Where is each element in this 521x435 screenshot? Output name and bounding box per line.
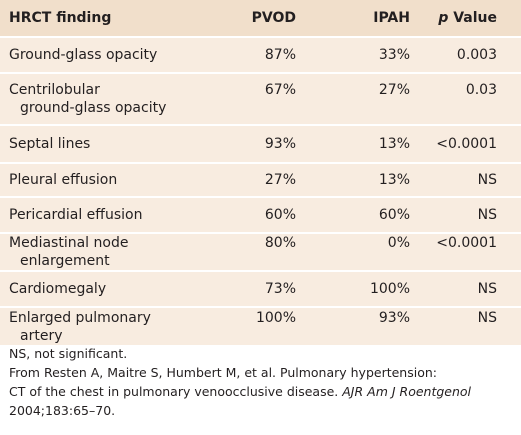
finding-line: ground-glass opacity <box>20 100 167 116</box>
finding-line: Enlarged pulmonary <box>9 310 151 326</box>
table-row: Cardiomegaly 73% 100% NS <box>0 270 521 306</box>
value-cell: NS <box>477 172 497 188</box>
value-cell: 0.003 <box>456 47 497 63</box>
footnote: NS, not significant. From Resten A, Mait… <box>9 344 471 420</box>
value-cell: 93% <box>378 310 410 326</box>
table-row: Mediastinal node enlargement 80% 0% <0.0001 <box>0 232 521 270</box>
value-cell: 67% <box>264 82 296 98</box>
value-cell: NS <box>477 310 497 326</box>
header-cell: IPAH <box>373 10 410 26</box>
finding-cell: Pleural effusion <box>9 171 117 189</box>
header-cell: HRCT finding <box>9 10 112 26</box>
value-cell: 60% <box>264 207 296 223</box>
table-row: Ground-glass opacity 87% 33% 0.003 <box>0 36 521 72</box>
value-cell: 60% <box>378 207 410 223</box>
footnote-source: 2004;183:65–70. <box>9 403 116 418</box>
value-cell: 27% <box>378 82 410 98</box>
finding-cell: Septal lines <box>9 135 90 153</box>
table-row: Enlarged pulmonary artery 100% 93% NS <box>0 306 521 345</box>
finding-line: Pericardial effusion <box>9 207 143 223</box>
table: HRCT finding PVOD IPAH p Value Ground-glass … <box>0 0 521 345</box>
finding-cell: Mediastinal node enlargement <box>9 234 128 270</box>
value-cell: <0.0001 <box>436 235 497 251</box>
finding-cell: Pericardial effusion <box>9 206 142 224</box>
value-cell: 0% <box>387 235 410 251</box>
journal: AJR Am J Roentgenol <box>342 384 472 399</box>
value-cell: 93% <box>264 136 296 152</box>
header-cell: p Value <box>438 9 497 27</box>
finding-cell: Ground-glass opacity <box>9 46 157 64</box>
finding-cell: Enlarged pulmonary artery <box>9 309 151 345</box>
value-cell: <0.0001 <box>436 136 497 152</box>
table-row: Centrilobular ground-glass opacity 67% 27% 0… <box>0 72 521 124</box>
value-cell: 0.03 <box>465 82 497 98</box>
table-row: Pericardial effusion 60% 60% NS <box>0 196 521 232</box>
value-cell: 87% <box>264 47 296 63</box>
finding-line: Centrilobular <box>9 82 100 98</box>
value-cell: NS <box>477 281 497 297</box>
value-cell: 100% <box>369 281 410 297</box>
value-cell: 13% <box>378 172 410 188</box>
finding-line: Mediastinal node <box>9 235 129 251</box>
value-cell: 27% <box>264 172 296 188</box>
finding-line: artery <box>20 328 63 344</box>
value-cell: 73% <box>264 281 296 297</box>
value-cell: NS <box>477 207 497 223</box>
value-cell: 33% <box>378 47 410 63</box>
footnote-note: NS, not significant. <box>9 346 128 361</box>
table-row: Septal lines 93% 13% <0.0001 <box>0 124 521 162</box>
finding-line: Septal lines <box>9 136 91 152</box>
footnote-source: CT of the chest in pulmonary venoocclusi… <box>9 382 471 401</box>
value-cell: 80% <box>264 235 296 251</box>
finding-line: Cardiomegaly <box>9 281 107 297</box>
header-cell: PVOD <box>251 10 296 26</box>
finding-cell: Cardiomegaly <box>9 280 106 298</box>
text: CT of the chest in pulmonary venoocclusi… <box>9 384 343 399</box>
value-cell: 13% <box>378 136 410 152</box>
table-row: Pleural effusion 27% 13% NS <box>0 162 521 196</box>
footnote-source: From Resten A, Maitre S, Humbert M, et a… <box>9 365 437 380</box>
finding-line: enlargement <box>20 253 110 269</box>
header-italic: p <box>438 10 449 26</box>
finding-cell: Centrilobular ground-glass opacity <box>9 81 166 117</box>
value-cell: 100% <box>255 310 296 326</box>
finding-line: Ground-glass opacity <box>9 47 158 63</box>
header-text: Value <box>453 10 497 26</box>
finding-line: Pleural effusion <box>9 172 118 188</box>
header-row: HRCT finding PVOD IPAH p Value <box>0 0 521 36</box>
